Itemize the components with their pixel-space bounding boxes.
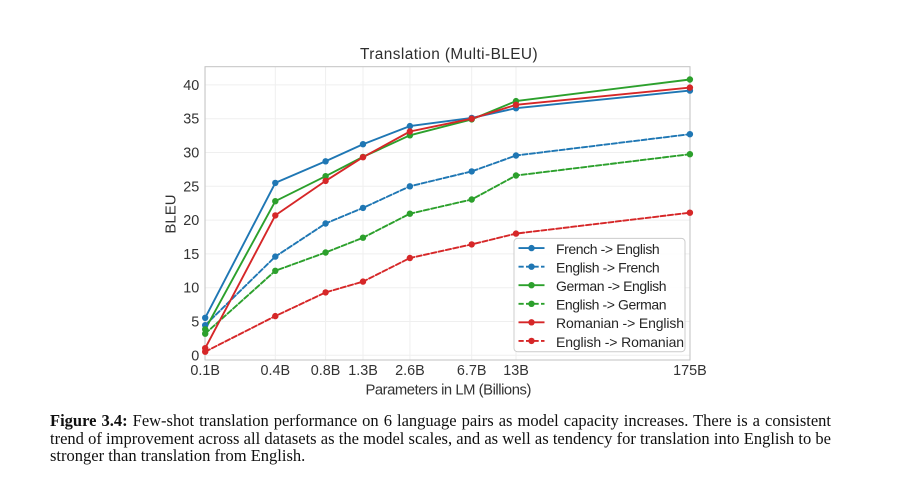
svg-text:Translation (Multi-BLEU): Translation (Multi-BLEU) [360, 46, 538, 63]
svg-text:15: 15 [183, 247, 199, 263]
svg-text:5: 5 [191, 315, 199, 331]
svg-text:0.8B: 0.8B [311, 363, 341, 379]
svg-text:1.3B: 1.3B [348, 363, 378, 379]
svg-text:French -> English: French -> English [556, 241, 659, 257]
svg-text:40: 40 [183, 78, 199, 94]
svg-text:English -> German: English -> German [556, 297, 666, 313]
svg-text:2.6B: 2.6B [395, 363, 425, 379]
svg-text:BLEU: BLEU [162, 194, 179, 233]
svg-text:175B: 175B [673, 363, 707, 379]
svg-text:25: 25 [183, 179, 199, 195]
svg-text:English -> French: English -> French [556, 260, 659, 276]
svg-text:English -> Romanian: English -> Romanian [556, 334, 684, 350]
svg-text:Parameters in LM (Billions): Parameters in LM (Billions) [365, 383, 531, 399]
svg-text:0.4B: 0.4B [260, 363, 290, 379]
svg-text:35: 35 [183, 112, 199, 128]
svg-text:13B: 13B [503, 363, 529, 379]
svg-text:Romanian -> English: Romanian -> English [556, 315, 684, 331]
svg-text:6.7B: 6.7B [457, 363, 487, 379]
svg-text:0: 0 [191, 348, 199, 364]
svg-text:0.1B: 0.1B [190, 363, 220, 379]
svg-text:30: 30 [183, 146, 199, 162]
svg-text:10: 10 [183, 281, 199, 297]
svg-text:20: 20 [183, 213, 199, 229]
svg-text:German -> English: German -> English [556, 278, 666, 294]
